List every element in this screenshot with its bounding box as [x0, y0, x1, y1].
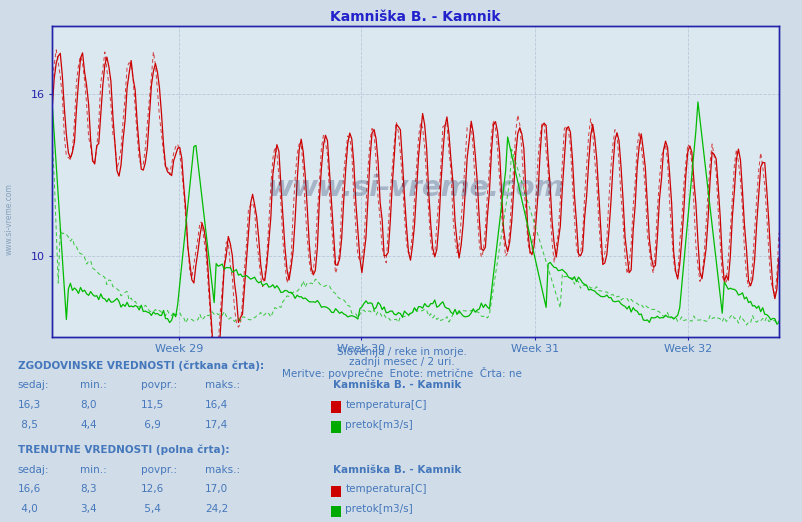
Text: 6,9: 6,9	[140, 420, 160, 430]
Text: 8,3: 8,3	[80, 484, 97, 494]
Text: 16,6: 16,6	[18, 484, 41, 494]
Text: Slovenija / reke in morje.: Slovenija / reke in morje.	[336, 347, 466, 357]
Text: 12,6: 12,6	[140, 484, 164, 494]
Text: 3,4: 3,4	[80, 504, 97, 514]
Text: 5,4: 5,4	[140, 504, 160, 514]
Text: TRENUTNE VREDNOSTI (polna črta):: TRENUTNE VREDNOSTI (polna črta):	[18, 445, 229, 455]
Text: Meritve: povprečne  Enote: metrične  Črta: ne: Meritve: povprečne Enote: metrične Črta:…	[282, 367, 520, 379]
Text: maks.:: maks.:	[205, 465, 240, 474]
Text: ZGODOVINSKE VREDNOSTI (črtkana črta):: ZGODOVINSKE VREDNOSTI (črtkana črta):	[18, 360, 264, 371]
Text: temperatura[C]: temperatura[C]	[345, 400, 426, 410]
Text: 17,0: 17,0	[205, 484, 228, 494]
Text: 17,4: 17,4	[205, 420, 228, 430]
Text: 8,0: 8,0	[80, 400, 97, 410]
Title: Kamniška B. - Kamnik: Kamniška B. - Kamnik	[330, 9, 500, 23]
Text: Kamniška B. - Kamnik: Kamniška B. - Kamnik	[333, 380, 461, 390]
Text: min.:: min.:	[80, 380, 107, 390]
Text: 4,4: 4,4	[80, 420, 97, 430]
Text: sedaj:: sedaj:	[18, 380, 49, 390]
Text: min.:: min.:	[80, 465, 107, 474]
Text: www.si-vreme.com: www.si-vreme.com	[5, 183, 14, 255]
Text: povpr.:: povpr.:	[140, 465, 176, 474]
Text: 8,5: 8,5	[18, 420, 38, 430]
Text: zadnji mesec / 2 uri.: zadnji mesec / 2 uri.	[348, 357, 454, 367]
Text: 24,2: 24,2	[205, 504, 228, 514]
Text: pretok[m3/s]: pretok[m3/s]	[345, 504, 412, 514]
Text: 11,5: 11,5	[140, 400, 164, 410]
Text: 16,3: 16,3	[18, 400, 41, 410]
Text: povpr.:: povpr.:	[140, 380, 176, 390]
Text: maks.:: maks.:	[205, 380, 240, 390]
Text: temperatura[C]: temperatura[C]	[345, 484, 426, 494]
Text: www.si-vreme.com: www.si-vreme.com	[267, 174, 563, 201]
Text: 4,0: 4,0	[18, 504, 38, 514]
Text: sedaj:: sedaj:	[18, 465, 49, 474]
Text: 16,4: 16,4	[205, 400, 228, 410]
Text: pretok[m3/s]: pretok[m3/s]	[345, 420, 412, 430]
Text: Kamniška B. - Kamnik: Kamniška B. - Kamnik	[333, 465, 461, 474]
